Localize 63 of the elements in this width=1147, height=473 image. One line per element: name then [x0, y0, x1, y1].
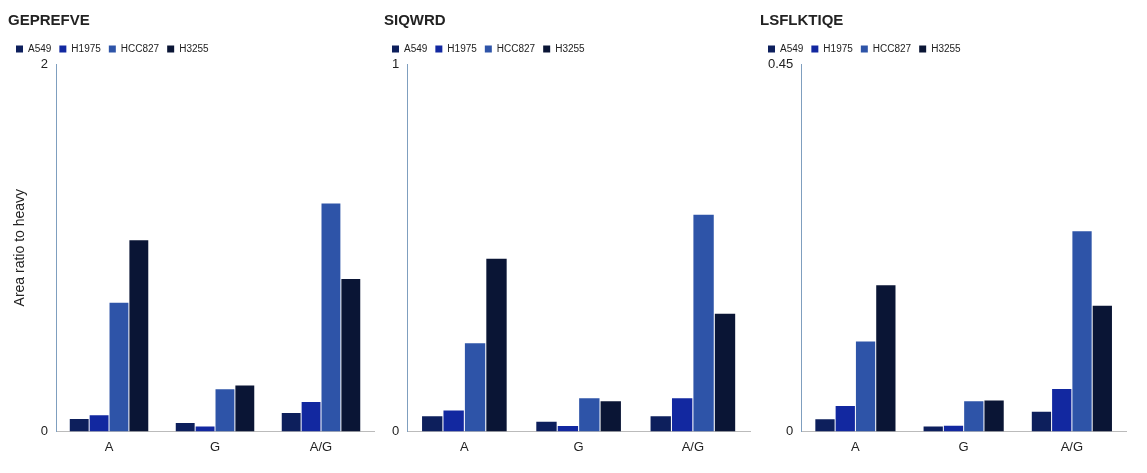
bar [1031, 411, 1052, 432]
x-tick-label: A/G [309, 438, 333, 454]
x-tick-label: A/G [1060, 438, 1084, 454]
bar [964, 401, 984, 432]
bar [422, 416, 443, 432]
legend-label: HCC827 [120, 42, 160, 54]
legend-label: HCC827 [496, 42, 536, 54]
bar [69, 419, 89, 432]
x-tick-label: A/G [681, 438, 705, 454]
x-tick-label: G [209, 438, 221, 454]
bar [876, 285, 896, 432]
legend-label: A549 [404, 42, 428, 54]
bar [464, 343, 486, 432]
legend-label: H3255 [931, 42, 962, 54]
legend-label: H3255 [179, 42, 210, 54]
bar [89, 415, 109, 432]
bar [671, 398, 693, 432]
bar [714, 313, 736, 432]
chart-title: LSFLKTIQE [760, 11, 844, 29]
legend-label: H1975 [823, 42, 854, 54]
legend-label: A549 [28, 42, 52, 54]
y-axis-title: Area ratio to heavy [11, 188, 28, 307]
y-tick-label: 0 [786, 422, 794, 438]
bar [215, 389, 235, 432]
bar [984, 400, 1004, 432]
bar [600, 401, 621, 432]
bar [1072, 231, 1092, 432]
bar [321, 203, 341, 432]
bar [443, 410, 464, 432]
bar [579, 398, 600, 432]
bar [835, 406, 855, 432]
bar [536, 421, 557, 432]
x-tick-label: A [104, 438, 114, 454]
chart-title: SIQWRD [384, 11, 446, 29]
bar [235, 385, 255, 432]
x-tick-label: G [958, 438, 969, 454]
bar [281, 413, 301, 432]
legend-label: H1975 [71, 42, 102, 54]
bar [341, 278, 361, 432]
bar [301, 402, 321, 432]
bar [1052, 388, 1072, 432]
y-tick-label: 0 [392, 422, 400, 438]
bar [1092, 305, 1112, 432]
legend-label: HCC827 [872, 42, 912, 54]
legend-label: H3255 [555, 42, 586, 54]
bar [486, 258, 507, 432]
bar [650, 416, 671, 432]
y-tick-label: 0 [40, 422, 49, 438]
x-tick-label: A [851, 438, 861, 454]
bar [693, 214, 714, 432]
bar [815, 419, 835, 432]
x-tick-label: G [573, 438, 584, 454]
y-tick-label: 2 [40, 55, 49, 71]
x-tick-label: A [460, 438, 470, 454]
legend-label: A549 [780, 42, 804, 54]
bar [109, 302, 129, 432]
y-tick-label: 0.45 [767, 55, 794, 71]
y-tick-label: 1 [392, 55, 400, 71]
bar [129, 240, 149, 432]
legend-label: H1975 [447, 42, 478, 54]
chart-title: GEPREFVE [8, 11, 90, 29]
bar [175, 422, 195, 432]
bar [855, 341, 876, 432]
